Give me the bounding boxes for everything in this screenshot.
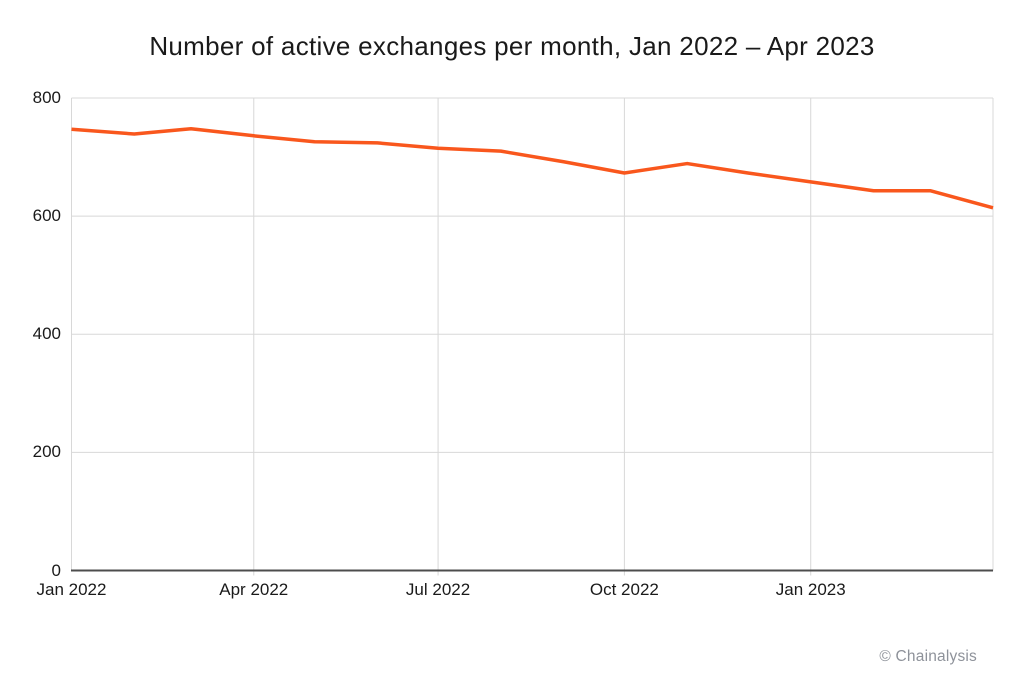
x-axis-tick-label: Jan 2022 (36, 580, 107, 599)
data-line-active-exchanges (71, 126, 994, 210)
chainalysis-credit: © Chainalysis (879, 648, 977, 666)
y-axis-tick-label: 800 (32, 88, 61, 107)
copyright-icon: © Chainalysis (879, 648, 977, 665)
y-axis-tick-label: 0 (51, 560, 61, 580)
x-axis-tick-label: Oct 2022 (589, 580, 659, 599)
y-axis-tick-label: 200 (32, 442, 61, 462)
y-axis-tick-label: 600 (32, 206, 61, 226)
x-axis-tick-label: Jan 2023 (775, 580, 846, 599)
x-axis-tick-label: Apr 2022 (219, 580, 289, 599)
chart-title: Number of active exchanges per month, Ja… (149, 31, 875, 61)
x-axis-tick-label: Jul 2022 (405, 580, 471, 599)
y-axis-tick-label: 400 (32, 324, 61, 344)
